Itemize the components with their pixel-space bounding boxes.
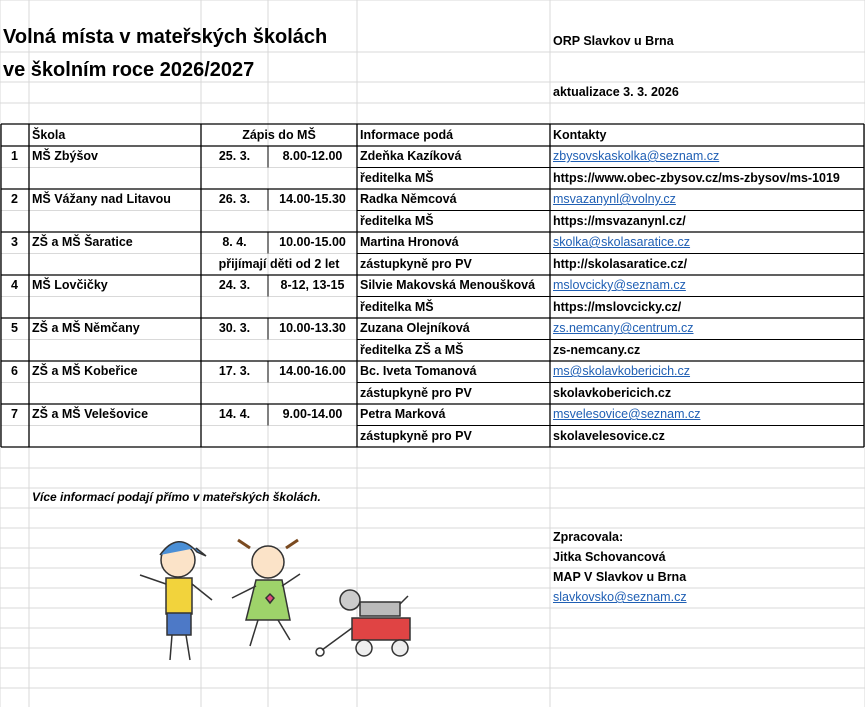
column-header: Škola bbox=[32, 128, 66, 142]
author-email[interactable]: slavkovsko@seznam.cz bbox=[553, 590, 687, 604]
column-header: Informace podá bbox=[360, 128, 454, 142]
enrollment-date: 26. 3. bbox=[218, 192, 251, 206]
enrollment-date: 25. 3. bbox=[218, 149, 251, 163]
contact-person: Radka Němcová bbox=[360, 192, 457, 206]
contact-role: ředitelka MŠ bbox=[360, 299, 434, 314]
school-name: ZŠ a MŠ Kobeřice bbox=[32, 364, 138, 378]
website: skolavelesovice.cz bbox=[553, 428, 665, 443]
contact-person: Petra Marková bbox=[360, 407, 446, 421]
school-name: MŠ Zbýšov bbox=[32, 149, 98, 163]
author-line: Jitka Schovancová bbox=[553, 550, 666, 564]
enrollment-date: 17. 3. bbox=[218, 364, 251, 378]
enrollment-time: 10.00-15.00 bbox=[279, 235, 346, 249]
row-number: 7 bbox=[11, 407, 18, 421]
enrollment-time: 10.00-13.30 bbox=[279, 321, 346, 335]
footer-note: Více informací podají přímo v mateřských… bbox=[32, 490, 321, 504]
enrollment-date: 24. 3. bbox=[218, 278, 251, 292]
enrollment-date: 30. 3. bbox=[218, 321, 251, 335]
contact-person: Bc. Iveta Tomanová bbox=[360, 364, 477, 378]
row-number: 2 bbox=[11, 192, 18, 206]
column-header: Kontakty bbox=[553, 128, 607, 142]
author-line: MAP V Slavkov u Brna bbox=[553, 570, 687, 584]
update-date: aktualizace 3. 3. 2026 bbox=[553, 85, 679, 99]
column-header: Zápis do MŠ bbox=[242, 128, 316, 142]
enrollment-time: 9.00-14.00 bbox=[282, 407, 343, 421]
website: https://www.obec-zbysov.cz/ms-zbysov/ms-… bbox=[553, 170, 840, 185]
website: skolavkobericich.cz bbox=[553, 385, 672, 400]
contact-role: ředitelka MŠ bbox=[360, 213, 434, 228]
website: https://msvazanynl.cz/ bbox=[553, 213, 686, 228]
contact-person: Zuzana Olejníková bbox=[360, 321, 470, 335]
contact-person: Martina Hronová bbox=[360, 235, 459, 249]
website: zs-nemcany.cz bbox=[553, 342, 641, 357]
school-name: MŠ Vážany nad Litavou bbox=[32, 192, 171, 206]
row-number: 4 bbox=[11, 278, 18, 292]
org: ORP Slavkov u Brna bbox=[553, 34, 674, 48]
row-number: 5 bbox=[11, 321, 18, 335]
contact-role: zástupkyně pro PV bbox=[360, 256, 472, 271]
contact-role: zástupkyně pro PV bbox=[360, 385, 472, 400]
contact-person: Zdeňka Kazíková bbox=[360, 149, 462, 163]
enrollment-time: 14.00-16.00 bbox=[279, 364, 346, 378]
enrollment-time: 8-12, 13-15 bbox=[280, 278, 345, 292]
website: http://skolasaratice.cz/ bbox=[553, 256, 688, 271]
contact-person: Silvie Makovská Menoušková bbox=[360, 278, 536, 292]
enrollment-date: 14. 4. bbox=[218, 407, 251, 421]
contact-role: zástupkyně pro PV bbox=[360, 428, 472, 443]
enrollment-time: 8.00-12.00 bbox=[282, 149, 343, 163]
note: přijímají děti od 2 let bbox=[218, 256, 340, 271]
author-line: Zpracovala: bbox=[553, 530, 624, 544]
school-name: ZŠ a MŠ Velešovice bbox=[32, 407, 149, 421]
title: Volná místa v mateřských školách bbox=[3, 26, 328, 48]
email-link[interactable]: zs.nemcany@centrum.cz bbox=[553, 321, 694, 335]
website: https://mslovcicky.cz/ bbox=[553, 299, 682, 314]
title: ve školním roce 2026/2027 bbox=[3, 59, 255, 81]
row-number: 1 bbox=[11, 149, 18, 163]
enrollment-time: 14.00-15.30 bbox=[279, 192, 346, 206]
school-name: ZŠ a MŠ Šaratice bbox=[32, 235, 133, 249]
email-link[interactable]: mslovcicky@seznam.cz bbox=[553, 278, 686, 292]
school-name: MŠ Lovčičky bbox=[32, 278, 108, 292]
email-link[interactable]: msvelesovice@seznam.cz bbox=[553, 407, 701, 421]
row-number: 3 bbox=[11, 235, 18, 249]
email-link[interactable]: ms@skolavkobericich.cz bbox=[553, 364, 691, 378]
email-link[interactable]: msvazanynl@volny.cz bbox=[553, 192, 676, 206]
contact-role: ředitelka MŠ bbox=[360, 170, 434, 185]
enrollment-date: 8. 4. bbox=[222, 235, 247, 249]
school-name: ZŠ a MŠ Němčany bbox=[32, 321, 140, 335]
email-link[interactable]: skolka@skolasaratice.cz bbox=[553, 235, 691, 249]
row-number: 6 bbox=[11, 364, 18, 378]
contact-role: ředitelka ZŠ a MŠ bbox=[360, 342, 464, 357]
email-link[interactable]: zbysovskaskolka@seznam.cz bbox=[553, 149, 720, 163]
